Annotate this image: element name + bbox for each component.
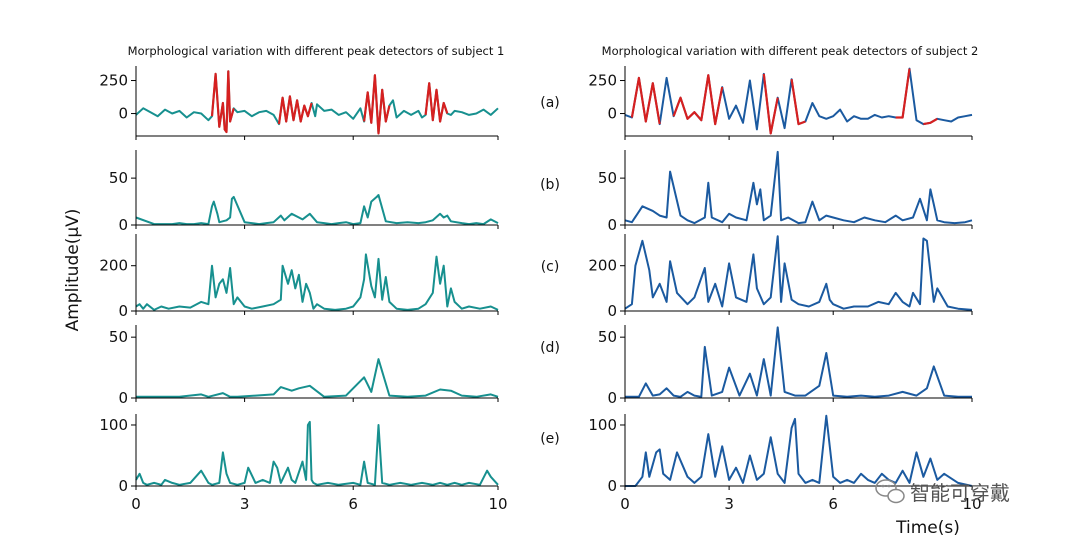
panel-c-subject-2: 0 200 xyxy=(588,234,973,320)
x-tick-label: 10 xyxy=(962,495,981,513)
panel-d-subject-2: 0 50 xyxy=(598,325,973,407)
y-tick-label: 250 xyxy=(588,72,617,90)
x-axis-label: Time(s) xyxy=(895,518,960,538)
wechat-icon xyxy=(875,479,905,504)
y-tick-label: 50 xyxy=(598,169,617,187)
highlight-segment xyxy=(790,79,806,126)
x-tick-label: 3 xyxy=(240,495,250,513)
panel-label-a: (a) xyxy=(540,95,560,111)
y-axis-label: Amplitude(μV) xyxy=(63,209,83,332)
highlight-segment xyxy=(895,68,911,119)
x-tick-label: 0 xyxy=(620,495,630,513)
y-tick-label: 0 xyxy=(118,216,128,234)
highlight-segment xyxy=(630,76,661,125)
highlight-segment xyxy=(762,73,779,135)
watermark: 智能可穿戴 xyxy=(875,479,1010,505)
highlight-segment xyxy=(672,74,724,126)
panel-label-c: (c) xyxy=(541,259,560,275)
y-tick-label: 0 xyxy=(118,105,128,123)
panel-b-subject-1: 0 50 xyxy=(109,150,499,234)
highlight-segment xyxy=(923,117,938,126)
series-line xyxy=(135,253,499,311)
highlight-segment xyxy=(424,82,449,123)
y-tick-label: 50 xyxy=(109,328,128,346)
x-tick-label: 10 xyxy=(488,495,507,513)
highlight-segment xyxy=(210,70,235,134)
y-tick-label: 0 xyxy=(118,389,128,407)
panel-e-subject-1: 0 100 0 3 6 10 xyxy=(99,414,508,513)
y-tick-label: 0 xyxy=(607,389,617,407)
y-tick-label: 0 xyxy=(607,216,617,234)
panel-d-subject-1: 0 50 xyxy=(109,325,499,407)
panel-a-subject-2: 0 250 xyxy=(588,66,973,140)
panel-label-d: (d) xyxy=(540,340,560,356)
highlight-segment xyxy=(363,74,391,135)
y-tick-label: 0 xyxy=(607,477,617,495)
series-line xyxy=(624,150,973,225)
y-tick-label: 100 xyxy=(99,416,128,434)
y-tick-label: 250 xyxy=(99,72,128,90)
y-tick-label: 200 xyxy=(99,257,128,275)
y-tick-label: 100 xyxy=(588,416,617,434)
x-tick-label: 0 xyxy=(131,495,141,513)
panel-b-subject-2: 0 50 xyxy=(598,150,973,234)
panel-label-e: (e) xyxy=(540,431,560,447)
panel-e-subject-2: 0 100 0 3 6 10 xyxy=(588,414,982,513)
y-tick-label: 50 xyxy=(598,328,617,346)
series-line xyxy=(135,420,499,486)
series-line xyxy=(136,358,499,398)
series-line xyxy=(625,414,973,487)
chart-title-subject-2: Morphological variation with different p… xyxy=(602,44,979,58)
series-line xyxy=(135,194,499,226)
y-tick-label: 0 xyxy=(607,105,617,123)
series-line xyxy=(624,235,973,311)
highlight-segment xyxy=(277,95,313,125)
y-tick-label: 0 xyxy=(118,477,128,495)
x-tick-label: 3 xyxy=(724,495,734,513)
y-tick-label: 0 xyxy=(118,302,128,320)
panel-c-subject-1: 0 200 xyxy=(99,234,499,320)
x-tick-label: 6 xyxy=(348,495,358,513)
y-tick-label: 0 xyxy=(607,302,617,320)
watermark-text: 智能可穿戴 xyxy=(910,481,1010,505)
panel-label-b: (b) xyxy=(540,177,560,193)
series-line xyxy=(625,326,972,398)
y-tick-label: 200 xyxy=(588,257,617,275)
y-tick-label: 50 xyxy=(109,169,128,187)
panel-a-subject-1: 0 250 xyxy=(99,66,499,140)
x-tick-label: 6 xyxy=(828,495,838,513)
chart-title-subject-1: Morphological variation with different p… xyxy=(128,44,505,58)
